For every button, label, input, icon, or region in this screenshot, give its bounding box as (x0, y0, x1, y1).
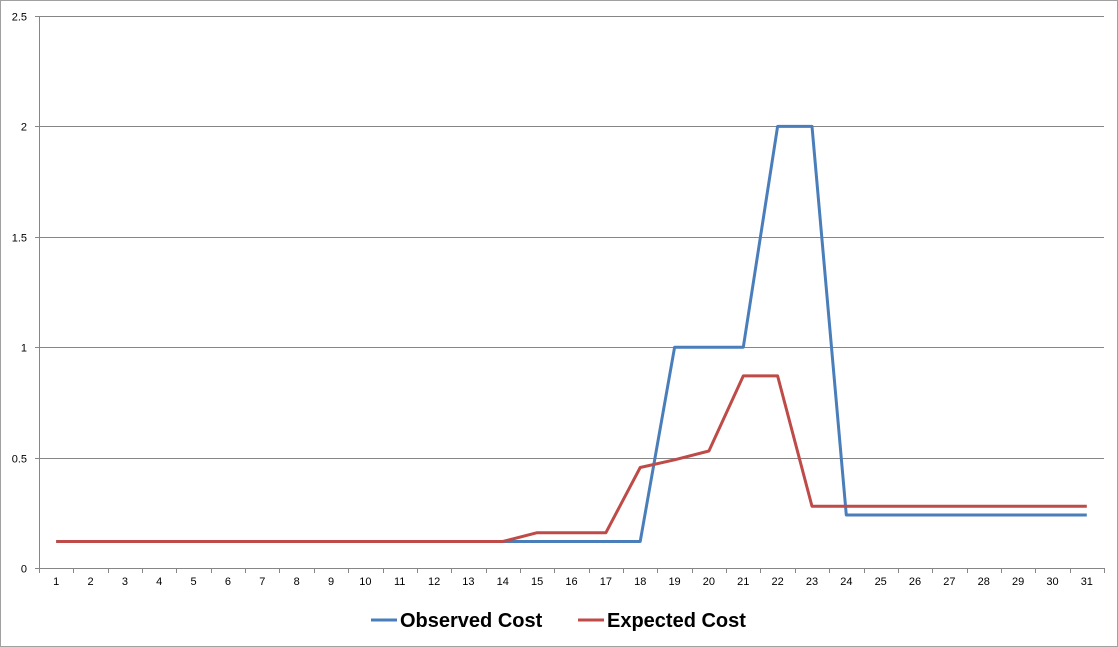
y-tick-label: 2 (21, 122, 27, 134)
gridlines (39, 16, 1104, 459)
x-tick-label: 12 (428, 576, 440, 588)
x-tick-label: 15 (531, 576, 543, 588)
y-tick-label: 1.5 (12, 233, 27, 245)
x-tick-label: 24 (840, 576, 852, 588)
legend: Observed Cost Expected Cost (371, 610, 746, 632)
x-tick-label: 26 (909, 576, 921, 588)
x-tick-label: 4 (156, 576, 162, 588)
x-tick-label: 7 (259, 576, 265, 588)
x-tick-label: 6 (225, 576, 231, 588)
x-tick-label: 14 (497, 576, 509, 588)
x-tick-label: 21 (737, 576, 749, 588)
x-tick-label: 13 (462, 576, 474, 588)
x-tick-label: 27 (943, 576, 955, 588)
axes: 00.511.522.51 2 3 4 5 6 7 8 9 10 11 12 13 14 15 16 17 18 1… (12, 12, 1105, 588)
x-tick-label: 19 (668, 576, 680, 588)
legend-item: Observed Cost (371, 610, 543, 632)
x-tick-label: 1 (53, 576, 59, 588)
x-tick-label: 20 (703, 576, 715, 588)
x-tick-label: 8 (294, 576, 300, 588)
x-tick-label: 22 (772, 576, 784, 588)
x-tick-label: 11 (394, 576, 405, 588)
x-tick-label: 25 (875, 576, 887, 588)
y-tick-label: 2.5 (12, 12, 27, 24)
y-tick-label: 0.5 (12, 454, 27, 466)
x-tick-label: 29 (1012, 576, 1024, 588)
legend-label: Observed Cost (400, 610, 543, 632)
y-tick-label: 1 (21, 343, 27, 355)
series-line-observed-cost (56, 124, 1087, 543)
x-tick-label: 23 (806, 576, 818, 588)
series-lines (56, 124, 1087, 543)
x-tick-label: 2 (87, 576, 93, 588)
x-tick-label: 17 (600, 576, 612, 588)
x-tick-label: 5 (191, 576, 197, 588)
x-tick-label: 16 (565, 576, 577, 588)
legend-label: Expected Cost (607, 610, 746, 632)
legend-item: Expected Cost (578, 610, 746, 632)
x-tick-label: 31 (1081, 576, 1093, 588)
series-line-expected-cost (56, 374, 1087, 543)
x-tick-label: 3 (122, 576, 128, 588)
x-tick-label: 10 (359, 576, 371, 588)
x-tick-label: 28 (978, 576, 990, 588)
y-tick-label: 0 (21, 564, 27, 576)
x-tick-label: 18 (634, 576, 646, 588)
x-tick-label: 30 (1046, 576, 1058, 588)
x-tick-label: 9 (328, 576, 334, 588)
